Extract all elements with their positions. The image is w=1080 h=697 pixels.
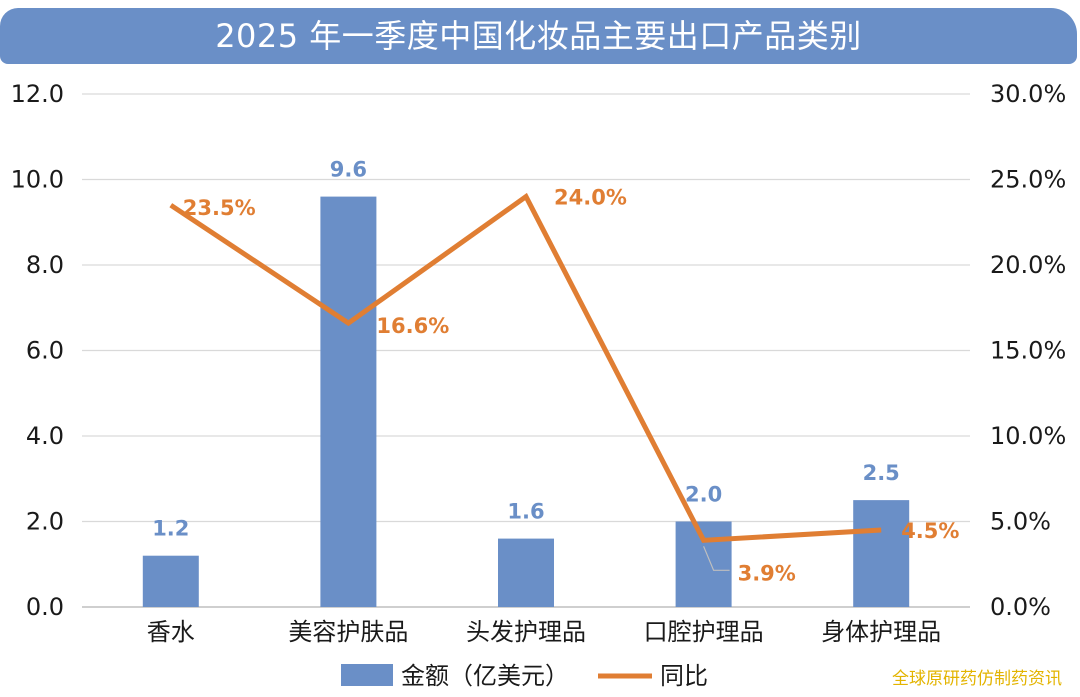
- bar: [675, 521, 732, 607]
- y-left-tick-label: 2.0: [26, 508, 64, 536]
- bar: [498, 538, 554, 607]
- chart-title: 2025 年一季度中国化妆品主要出口产品类别: [215, 17, 862, 55]
- category-label: 美容护肤品: [288, 618, 408, 646]
- category-label: 口腔护理品: [644, 618, 764, 646]
- y-left-tick-label: 6.0: [26, 337, 64, 365]
- y-left-tick-label: 8.0: [26, 251, 64, 279]
- bar-value-label: 2.0: [685, 483, 722, 507]
- y-right-tick-label: 5.0%: [990, 508, 1051, 536]
- y-right-tick-label: 10.0%: [990, 422, 1066, 450]
- bar-value-label: 9.6: [330, 158, 367, 182]
- legend-label-yoy: 同比: [660, 662, 708, 690]
- line-value-label: 23.5%: [183, 196, 256, 220]
- y-left-tick-label: 0.0: [26, 593, 64, 621]
- bar-value-label: 1.2: [152, 517, 189, 541]
- line-value-label: 24.0%: [554, 186, 627, 210]
- y-right-tick-label: 0.0%: [990, 593, 1051, 621]
- watermark-text: 全球原研药仿制药资讯: [892, 669, 1062, 689]
- y-left-tick-label: 10.0: [11, 166, 64, 194]
- line-value-label: 16.6%: [376, 314, 449, 338]
- line-value-label: 3.9%: [738, 561, 796, 585]
- y-left-tick-label: 4.0: [26, 422, 64, 450]
- line-value-label: 4.5%: [901, 519, 959, 543]
- y-right-tick-label: 30.0%: [990, 80, 1066, 108]
- yoy-line: [169, 192, 882, 543]
- legend-swatch-bar: [341, 664, 393, 686]
- bar: [142, 555, 199, 607]
- y-right-tick-label: 25.0%: [990, 166, 1066, 194]
- bar-value-label: 2.5: [863, 461, 900, 485]
- y-right-tick-label: 20.0%: [990, 251, 1066, 279]
- bar-value-label: 1.6: [507, 500, 544, 524]
- bar: [320, 196, 377, 607]
- category-label: 身体护理品: [821, 618, 941, 646]
- y-left-tick-label: 12.0: [11, 80, 64, 108]
- chart-title-bar: 2025 年一季度中国化妆品主要出口产品类别: [0, 8, 1077, 64]
- category-label: 香水: [147, 618, 195, 646]
- bar: [853, 500, 910, 607]
- y-right-tick-label: 15.0%: [990, 337, 1066, 365]
- category-label: 头发护理品: [466, 618, 586, 646]
- legend-label-amount: 金额（亿美元）: [401, 662, 569, 690]
- label-leader-line: [703, 546, 730, 571]
